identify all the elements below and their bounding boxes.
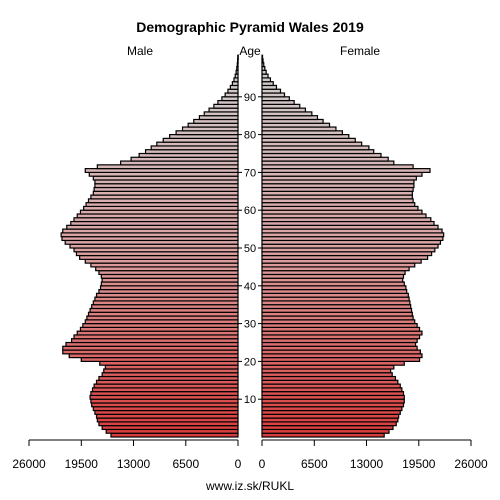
male-bar-age-100 — [237, 54, 239, 60]
age-axis: 10 20 30 40 50 60 70 80 90 — [238, 92, 262, 406]
age-label: Age — [239, 44, 261, 58]
age-tick-label: 20 — [244, 356, 256, 368]
age-tick-label: 30 — [244, 319, 256, 331]
male-x-tick-label: 13000 — [117, 457, 151, 471]
male-x-tick-label: 0 — [235, 457, 242, 471]
female-label: Female — [340, 44, 380, 58]
female-bar-age-100 — [261, 54, 264, 60]
female-x-tick-label: 6500 — [301, 457, 328, 471]
male-bars — [60, 54, 239, 438]
x-axis-ticks: 26000 19500 13000 6500 0 0 6500 13000 19500 26000 — [12, 440, 488, 471]
age-tick-label: 50 — [244, 243, 256, 255]
age-tick-label: 40 — [244, 281, 256, 293]
age-tick-label: 80 — [244, 130, 256, 142]
chart-title: Demographic Pyramid Wales 2019 — [136, 19, 364, 35]
source-label: www.iz.sk/RUKL — [205, 479, 294, 493]
female-x-tick-label: 13000 — [350, 457, 384, 471]
female-x-tick-label: 19500 — [402, 457, 436, 471]
male-x-tick-label: 19500 — [65, 457, 99, 471]
male-x-tick-label: 26000 — [12, 457, 46, 471]
female-x-tick-label: 26000 — [454, 457, 488, 471]
age-tick-label: 10 — [244, 394, 256, 406]
male-x-tick-label: 6500 — [172, 457, 199, 471]
age-tick-label: 90 — [244, 92, 256, 104]
age-tick-label: 60 — [244, 205, 256, 217]
age-tick-label: 70 — [244, 167, 256, 179]
female-bars — [261, 54, 445, 438]
female-x-tick-label: 0 — [259, 457, 266, 471]
male-label: Male — [127, 44, 153, 58]
